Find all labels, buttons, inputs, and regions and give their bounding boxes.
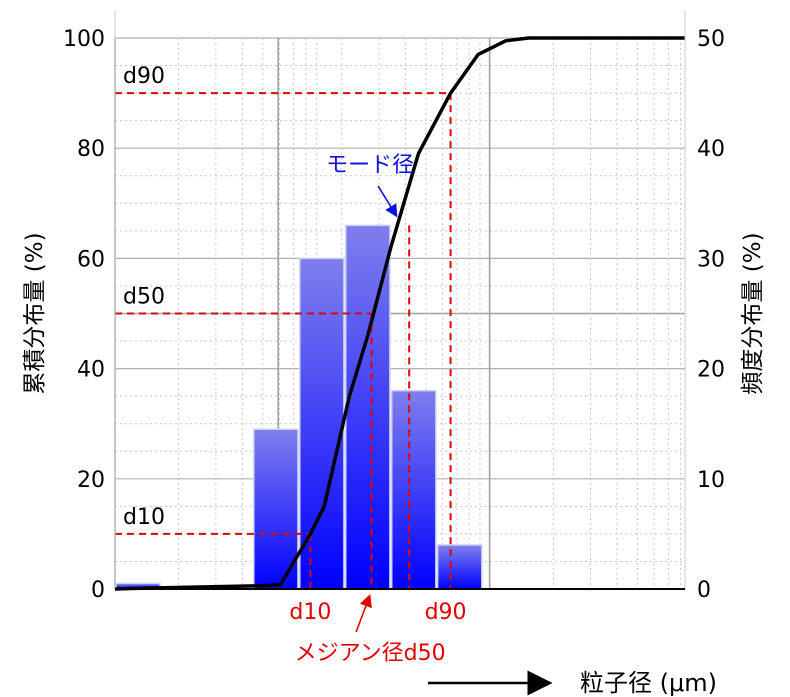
frequency-bar <box>390 389 437 590</box>
median-arrow <box>355 594 372 633</box>
median-label: メジアン径d50 <box>295 641 446 666</box>
d90-axis-label: d90 <box>425 600 467 625</box>
right-tick-label: 0 <box>697 578 711 603</box>
right-tick-label: 50 <box>697 27 725 52</box>
right-tick-label: 10 <box>697 468 725 493</box>
left-tick-label: 60 <box>77 247 105 272</box>
cumulative-line <box>114 36 685 591</box>
left-tick-label: 100 <box>63 27 105 52</box>
ref-label-d50: d50 <box>123 285 165 310</box>
reference-lines <box>115 92 452 589</box>
y-right-title: 頻度分布量 (%) <box>740 232 766 394</box>
frequency-bar <box>253 428 299 590</box>
ref-label-d90: d90 <box>123 64 165 89</box>
ref-label-d10: d10 <box>123 505 165 530</box>
d10-axis-label: d10 <box>289 600 331 625</box>
left-tick-label: 40 <box>77 358 105 383</box>
left-tick-label: 0 <box>91 578 105 603</box>
right-tick-label: 20 <box>697 358 725 383</box>
labels: 0 20 40 60 80 100 0 10 20 30 40 50 累積分布量 (%) 頻度分布量 (%… <box>22 27 766 697</box>
y-left-title: 累積分布量 (%) <box>22 232 48 394</box>
right-tick-label: 40 <box>697 137 725 162</box>
left-tick-label: 20 <box>77 468 105 493</box>
cumulative-curve <box>114 36 685 591</box>
mode-arrow <box>377 185 398 218</box>
axes <box>114 10 686 590</box>
left-tick-label: 80 <box>77 137 105 162</box>
right-tick-label: 30 <box>697 247 725 272</box>
frequency-bar <box>436 544 483 590</box>
mode-label: モード径 <box>326 153 414 178</box>
x-axis-title: 粒子径 (μm) <box>580 669 717 697</box>
